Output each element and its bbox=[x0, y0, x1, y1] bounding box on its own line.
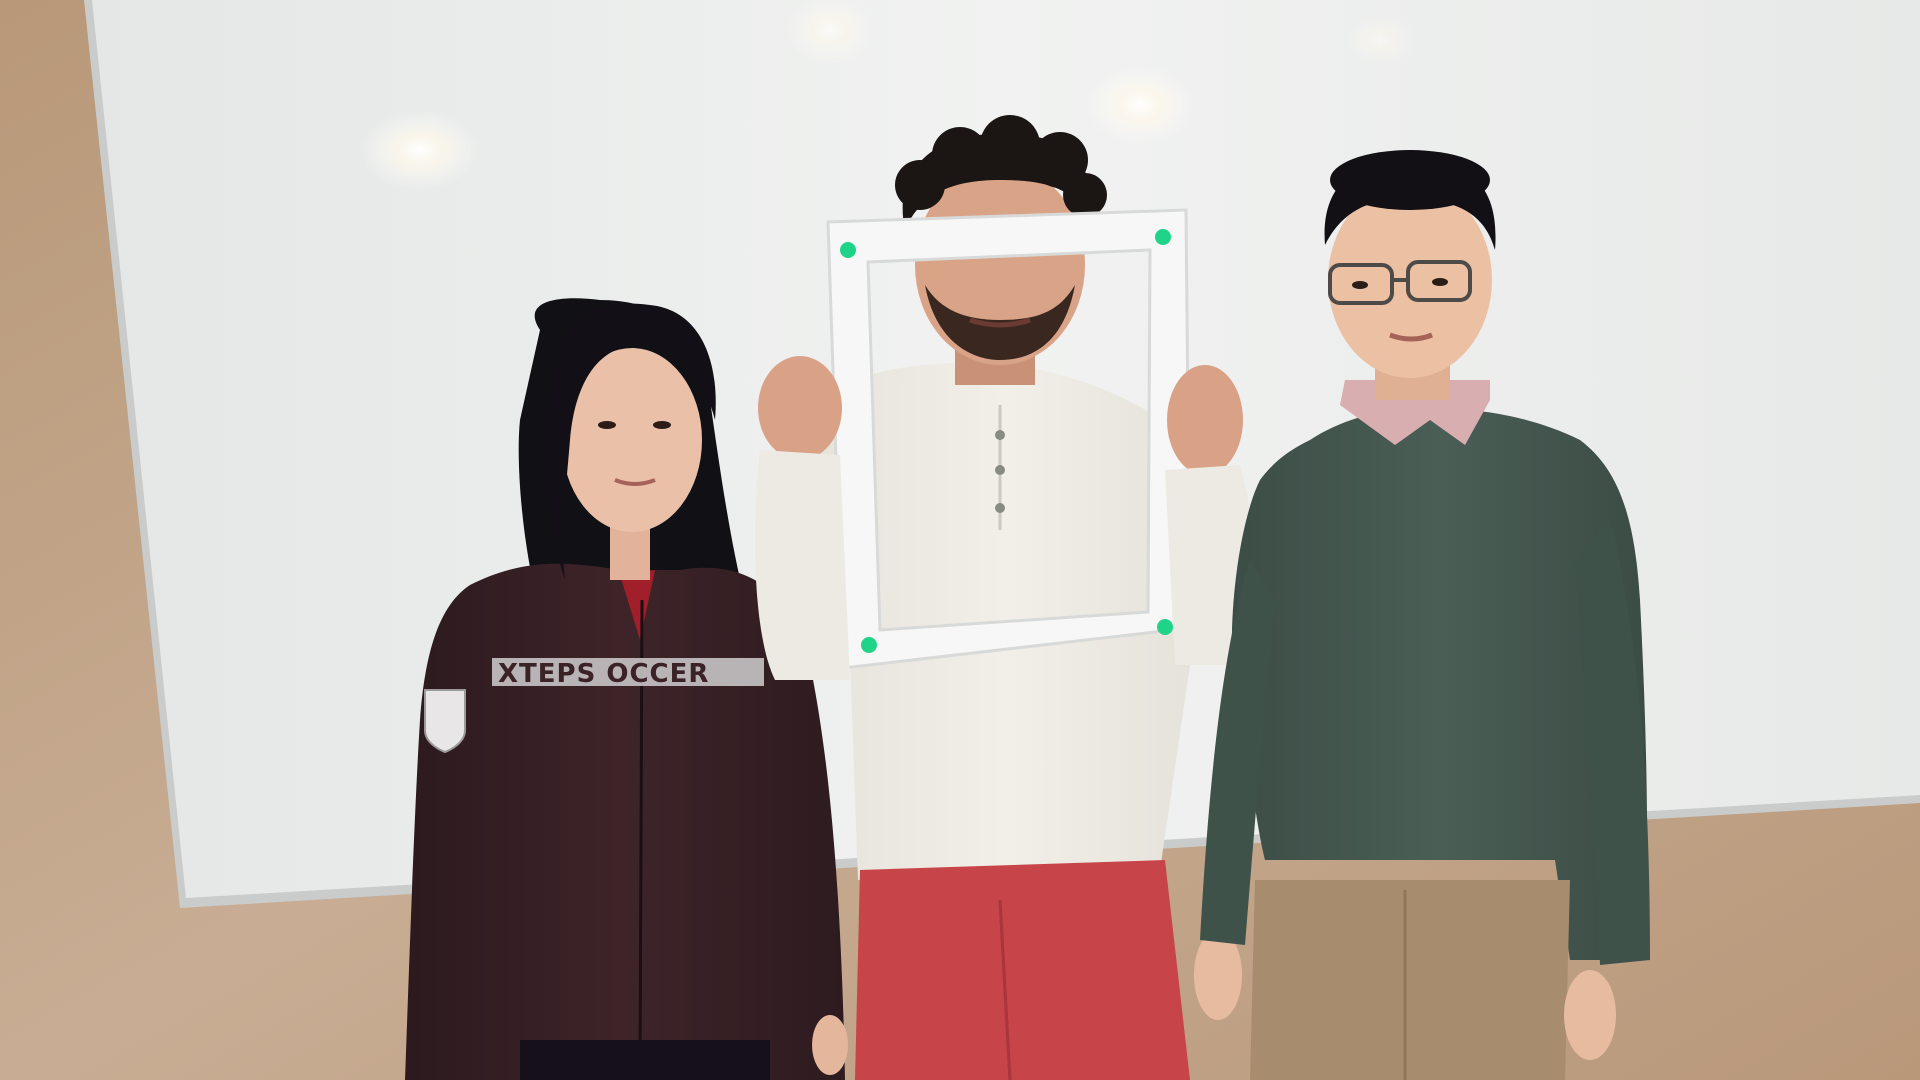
frame-marker-dot bbox=[1155, 229, 1171, 245]
glasses-icon bbox=[1328, 263, 1394, 305]
person-left: XTEPS OCCER bbox=[405, 298, 848, 1080]
person-right bbox=[1194, 150, 1650, 1080]
light-glare bbox=[360, 110, 480, 190]
light-glare bbox=[1085, 65, 1195, 145]
light-glare bbox=[1345, 15, 1415, 65]
hand-left bbox=[758, 356, 842, 460]
crest-patch-icon bbox=[424, 689, 466, 754]
hand-right bbox=[1167, 365, 1243, 475]
frame-marker-dot bbox=[1157, 619, 1173, 635]
jacket-print: XTEPS OCCER bbox=[498, 659, 709, 689]
light-glare bbox=[785, 0, 875, 65]
frame-marker-dot bbox=[840, 242, 856, 258]
person-middle bbox=[760, 115, 1255, 1080]
frame-marker-dot bbox=[861, 637, 877, 653]
jacket-band bbox=[492, 658, 764, 686]
